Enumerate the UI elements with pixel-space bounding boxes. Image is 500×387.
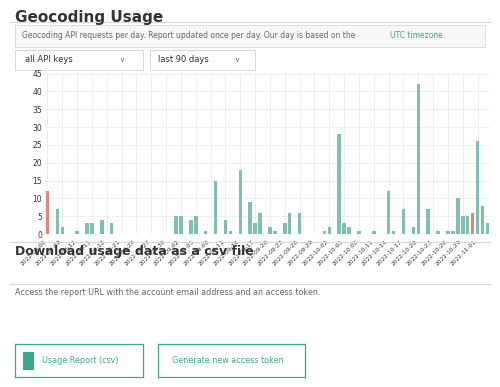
Bar	[436, 231, 440, 234]
Bar	[189, 220, 192, 234]
Bar	[273, 231, 276, 234]
Bar	[110, 223, 114, 234]
Bar	[254, 223, 257, 234]
Bar	[179, 216, 182, 234]
Bar	[426, 209, 430, 234]
Text: Geocoding API requests per day. Report updated once per day. Our day is based on: Geocoding API requests per day. Report u…	[22, 31, 358, 41]
Text: ∨: ∨	[120, 57, 124, 63]
Bar	[60, 227, 64, 234]
Bar	[328, 227, 331, 234]
Bar	[456, 199, 460, 234]
Text: Usage Report (csv): Usage Report (csv)	[42, 356, 118, 365]
Bar	[204, 231, 208, 234]
Bar	[76, 231, 79, 234]
Text: Geocoding Usage: Geocoding Usage	[15, 10, 163, 25]
Bar	[342, 223, 346, 234]
Bar	[461, 216, 464, 234]
Bar	[416, 84, 420, 234]
Bar	[46, 191, 49, 234]
Bar	[238, 170, 242, 234]
Text: Generate new access token: Generate new access token	[172, 356, 284, 365]
Bar	[348, 227, 351, 234]
Bar	[283, 223, 286, 234]
Bar	[476, 141, 480, 234]
Bar	[451, 231, 454, 234]
Bar	[486, 223, 490, 234]
Bar	[22, 352, 34, 370]
Bar	[402, 209, 405, 234]
Bar	[392, 231, 396, 234]
Bar	[228, 231, 232, 234]
Bar	[174, 216, 178, 234]
Bar	[248, 202, 252, 234]
Bar	[338, 134, 341, 234]
Bar	[100, 220, 103, 234]
Text: last 90 days: last 90 days	[158, 55, 209, 64]
Bar	[298, 213, 302, 234]
Bar	[56, 209, 59, 234]
Text: all API keys: all API keys	[25, 55, 73, 64]
Bar	[387, 191, 390, 234]
Bar	[214, 181, 218, 234]
Text: Access the report URL with the account email address and an access token.: Access the report URL with the account e…	[15, 288, 320, 297]
Bar	[446, 231, 450, 234]
Bar	[90, 223, 94, 234]
Bar	[357, 231, 360, 234]
Text: Download usage data as a csv file: Download usage data as a csv file	[15, 245, 254, 258]
Bar	[224, 220, 227, 234]
Bar	[268, 227, 272, 234]
Bar	[322, 231, 326, 234]
Bar	[372, 231, 376, 234]
Bar	[194, 216, 198, 234]
Bar	[412, 227, 415, 234]
Text: UTC timezone.: UTC timezone.	[390, 31, 445, 41]
Bar	[258, 213, 262, 234]
Bar	[466, 216, 469, 234]
Text: ∨: ∨	[234, 57, 239, 63]
Bar	[86, 223, 89, 234]
Bar	[471, 213, 474, 234]
Bar	[481, 205, 484, 234]
Bar	[288, 213, 292, 234]
